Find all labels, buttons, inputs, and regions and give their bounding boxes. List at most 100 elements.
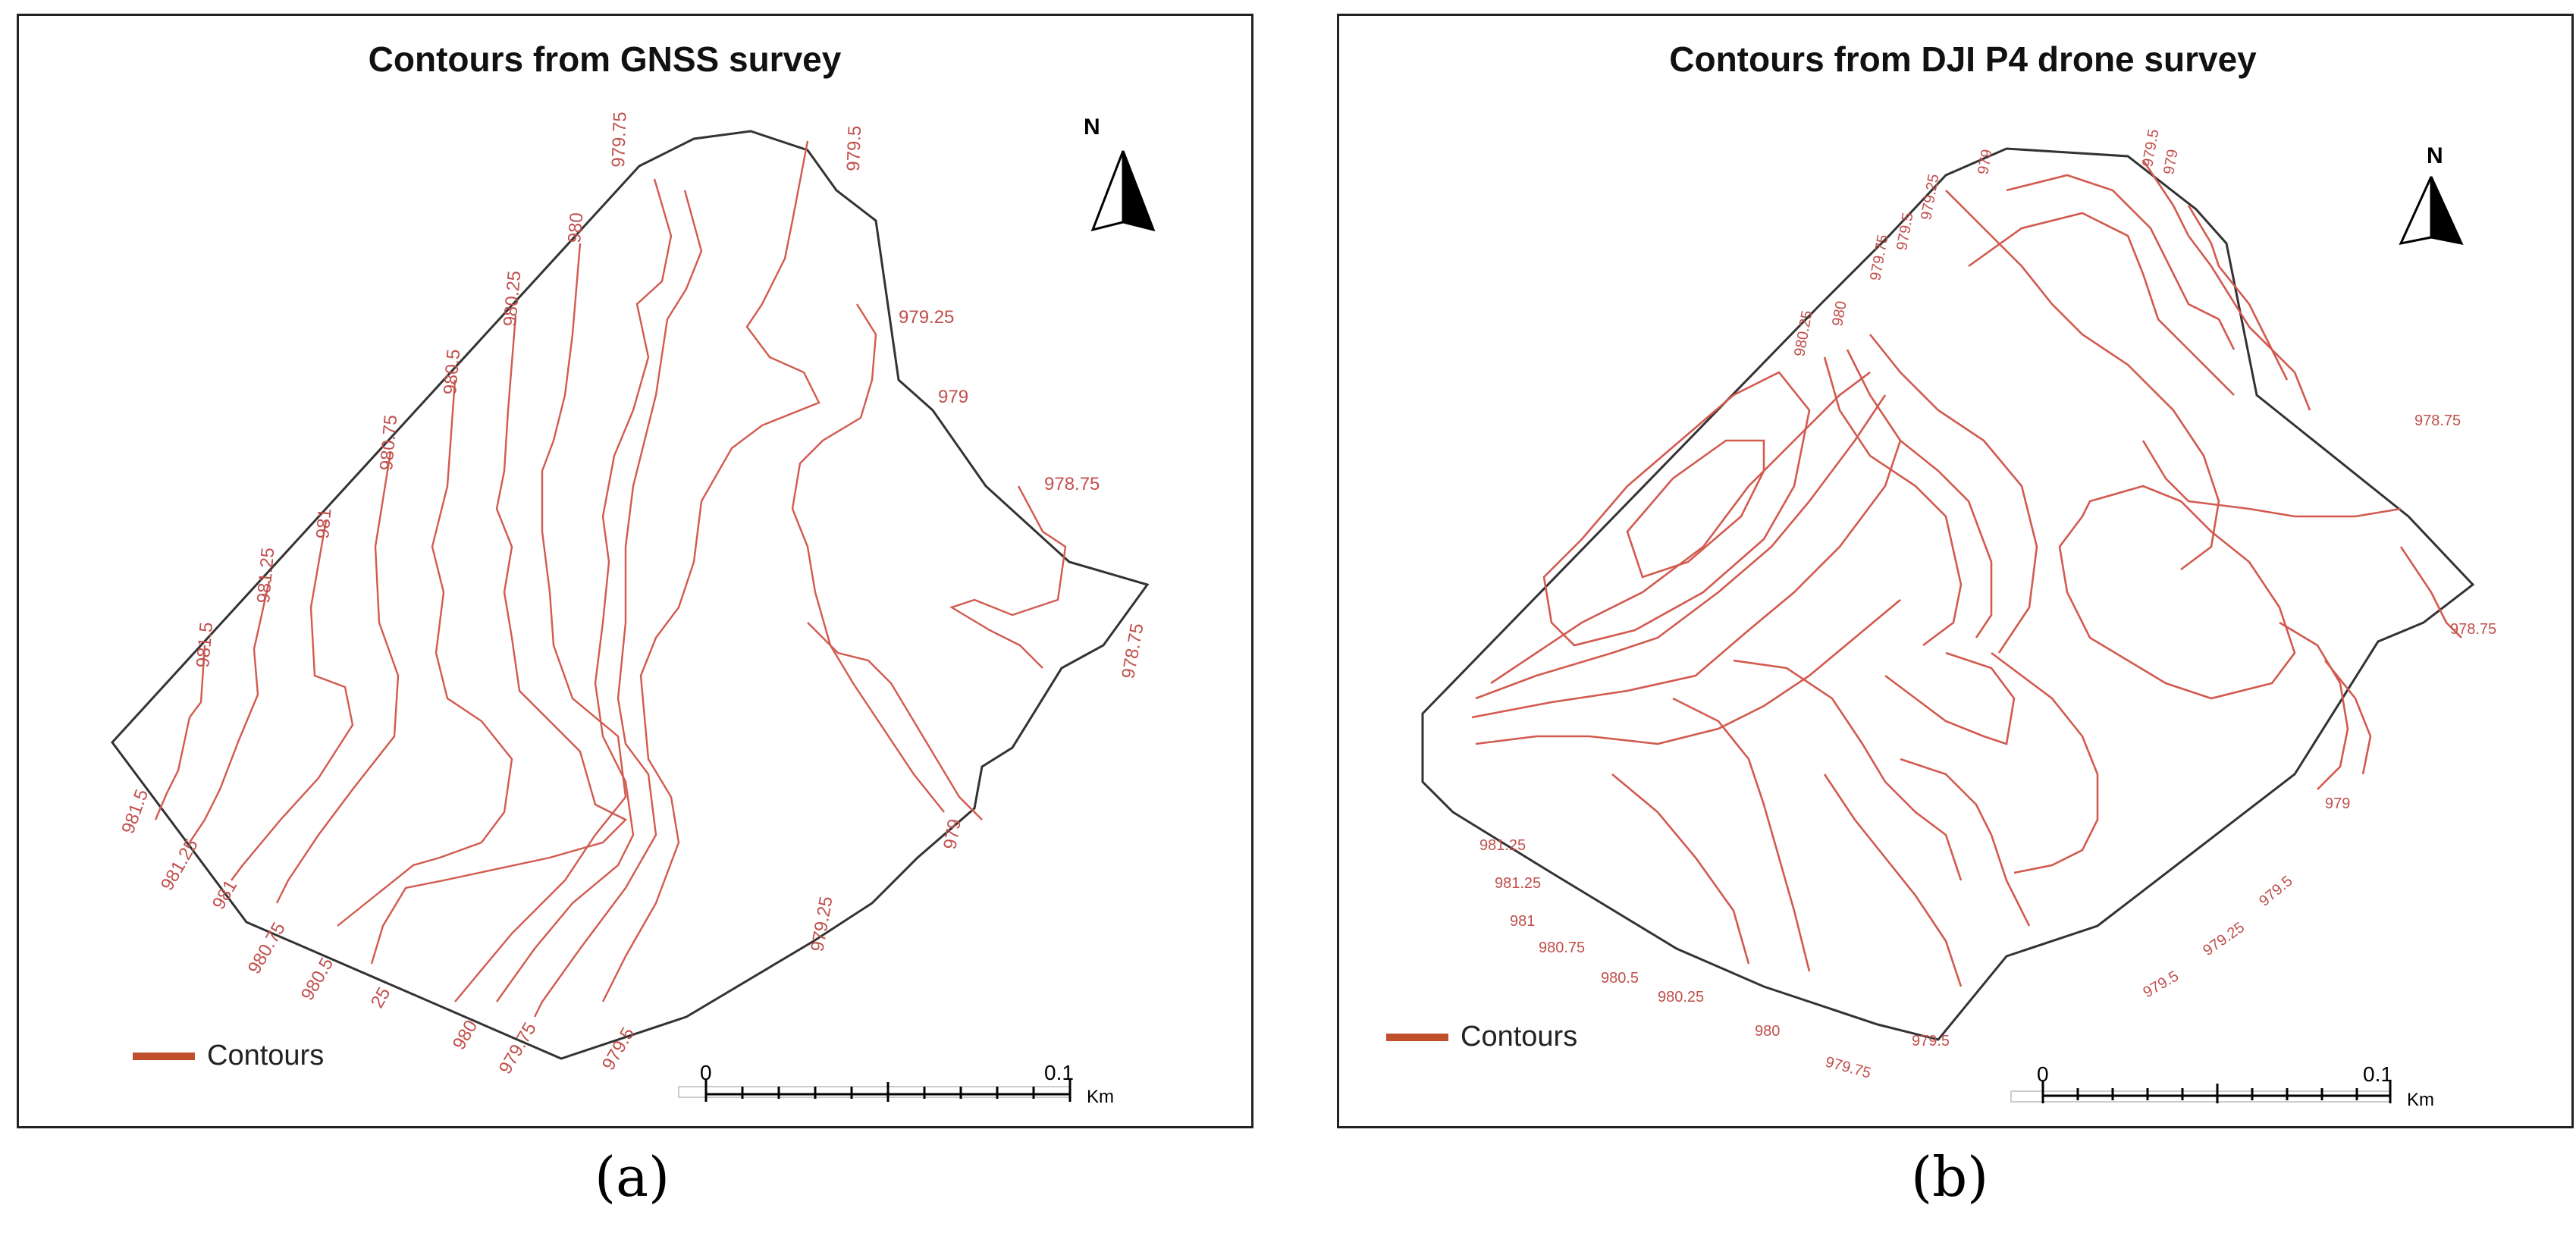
contour-label: 979.25 [899, 307, 954, 328]
contour-label: 981 [312, 507, 335, 539]
map-title: Contours from DJI P4 drone survey [1669, 39, 2257, 79]
contour-line [1884, 651, 2016, 745]
contour-line [1475, 599, 1901, 745]
contour-label: 979.5 [1894, 212, 1916, 252]
contour-label: 979.5 [2139, 128, 2162, 168]
contour-line [1611, 773, 1750, 965]
contour-line [370, 315, 628, 965]
scale-end-label: 0.1 [1044, 1061, 1074, 1084]
contour-label: 981.5 [118, 786, 152, 836]
legend-swatch [133, 1052, 195, 1060]
contour-line [1823, 356, 1963, 647]
legend-label: Contours [1461, 1021, 1578, 1053]
scale-end-label: 0.1 [2363, 1062, 2392, 1086]
contour-line [275, 451, 400, 904]
map-title: Contours from GNSS survey [368, 39, 842, 79]
contour-label: 978.75 [2414, 413, 2461, 429]
contour-label: 978.75 [1118, 622, 1147, 680]
contour-label: 980.5 [440, 348, 464, 395]
contour-label: 979 [2325, 795, 2350, 812]
legend-swatch [1386, 1033, 1448, 1041]
map-panel-drone: Contours from DJI P4 drone survey [1337, 14, 2574, 1128]
contour-label: 980 [1829, 300, 1850, 328]
contour-label: 981.25 [1479, 837, 1526, 854]
contour-line [1846, 349, 1993, 638]
figure-caption-a: (a) [595, 1145, 670, 1209]
contour-label: 980.25 [500, 270, 525, 327]
contour-label: 980.75 [244, 919, 290, 977]
contour-line [601, 140, 820, 1002]
contour-line [1991, 651, 2099, 874]
scale-start-label: 0 [2037, 1062, 2049, 1086]
contour-label: 979.75 [495, 1019, 541, 1078]
contour-label: 980.75 [1539, 940, 1585, 956]
contour-label: 978.75 [2450, 621, 2496, 638]
north-label: N [1084, 115, 1100, 140]
contour-label: 979.75 [608, 111, 631, 168]
contour-line [1900, 758, 2031, 927]
contour-line [807, 622, 983, 820]
north-arrow-icon [2399, 176, 2464, 246]
drone-contour-map: 979 979.5 979 979.25 979.5 979.75 980 98… [1421, 128, 2496, 1103]
contour-line [154, 645, 206, 820]
contour-label: 981.25 [1495, 875, 1541, 892]
survey-boundary [111, 130, 1150, 1060]
contour-label: 979.75 [1824, 1054, 1873, 1082]
survey-boundary [1421, 147, 2475, 1041]
contour-label: 981.5 [193, 621, 217, 668]
contour-label: 25 [367, 984, 395, 1012]
contour-label: 980.5 [297, 954, 337, 1004]
contour-label: 980.5 [1601, 970, 1639, 987]
scale-unit-label: Km [2407, 1090, 2434, 1110]
contour-label: 979 [938, 387, 968, 407]
map-legend: Contours [133, 1040, 324, 1072]
contour-line [1626, 439, 1765, 579]
contour-line [231, 519, 354, 881]
contour-line [949, 485, 1067, 669]
contour-label: 980.75 [376, 414, 401, 471]
contour-label: 979 [940, 817, 965, 851]
contour-line [454, 243, 627, 1002]
contour-line [2058, 485, 2296, 700]
contour-label: 978.75 [1044, 474, 1100, 494]
contour-label: 979 [1975, 148, 1995, 176]
contour-line [2187, 205, 2289, 381]
contour-line [496, 178, 673, 1002]
contour-line [2006, 174, 2236, 350]
contour-label: 980.25 [1791, 309, 1815, 358]
contour-line [1945, 190, 2220, 571]
figure-caption-b: (b) [1911, 1145, 1989, 1209]
scale-bar [678, 1079, 1072, 1102]
contour-label: 979.5 [1912, 1033, 1950, 1049]
contour-line [2279, 621, 2349, 790]
contour-line [2141, 159, 2311, 411]
contour-label: 980 [564, 212, 587, 243]
north-label: N [2427, 143, 2443, 168]
scale-bar [2010, 1081, 2392, 1103]
contour-line [1542, 371, 1811, 647]
contour-line [1471, 440, 1902, 719]
contour-label: 979.25 [2200, 919, 2248, 959]
contour-line [1868, 334, 2038, 654]
contour-line [1968, 212, 2235, 396]
contour-label: 979.25 [807, 895, 836, 953]
contour-label: 979.5 [598, 1024, 639, 1074]
contour-label: 981.25 [157, 836, 202, 894]
contour-line [2141, 440, 2402, 518]
contour-label: 980.25 [1658, 989, 1704, 1006]
scale-unit-label: Km [1087, 1087, 1114, 1107]
contour-line [1733, 659, 1963, 881]
contour-line [337, 379, 513, 927]
contour-label: 979.25 [1918, 173, 1942, 221]
contour-line [189, 580, 271, 843]
contour-label: 979.75 [1867, 234, 1891, 282]
contour-line [533, 190, 703, 1018]
contour-label: 979.5 [2256, 873, 2295, 910]
contour-label: 980 [1755, 1023, 1780, 1040]
contour-line [1475, 394, 1887, 700]
scale-start-label: 0 [700, 1061, 712, 1084]
contour-label: 981 [1510, 913, 1535, 930]
map-panel-gnss: Contours from GNSS survey 979.75 979.5 9… [17, 14, 1253, 1128]
map-legend: Contours [1386, 1021, 1577, 1053]
contour-label: 979 [2160, 148, 2181, 176]
